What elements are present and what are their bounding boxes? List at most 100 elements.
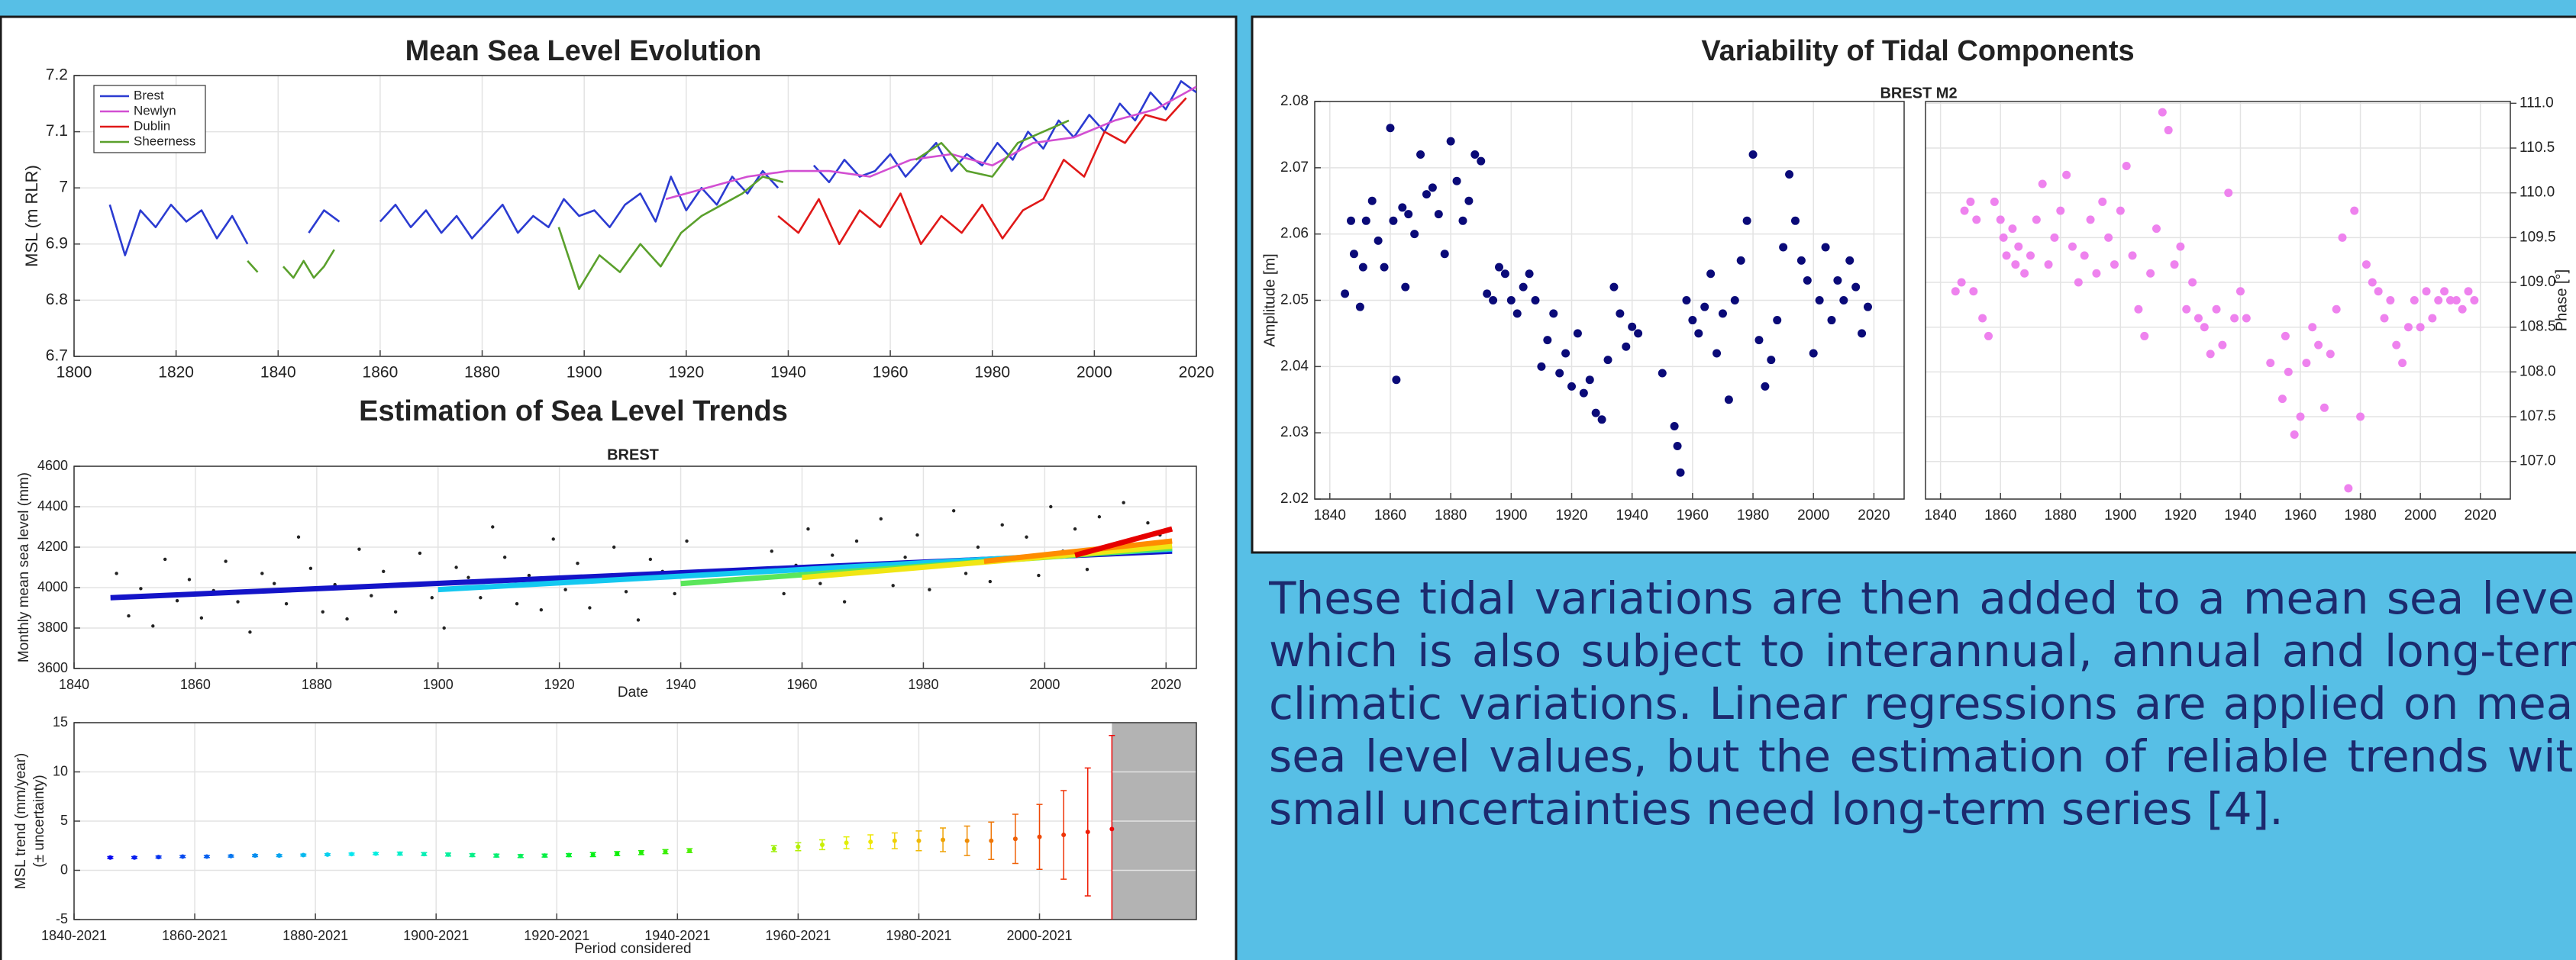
point (854, 539, 859, 543)
point (1567, 382, 1577, 391)
point (393, 610, 398, 614)
point (1347, 216, 1356, 225)
left-panel (0, 15, 1238, 960)
point (2464, 287, 2473, 296)
y-tick-label: -5 (56, 911, 68, 926)
point (1458, 216, 1467, 225)
chart-title: Estimation of Sea Level Trends (359, 395, 788, 427)
point (1573, 329, 1582, 338)
point (2020, 269, 2029, 278)
point (2080, 251, 2089, 260)
point (1833, 275, 1842, 285)
point (253, 853, 258, 859)
x-tick-label: 1960 (873, 364, 909, 382)
y-tick-label: 4400 (37, 498, 68, 514)
point (2158, 108, 2167, 117)
x-tick-label: 1900 (1495, 507, 1527, 523)
y-axis-label: MSL trend (mm/year) (13, 753, 29, 890)
y-tick-label: 3600 (37, 660, 68, 675)
x-tick-label: 1880 (464, 364, 500, 382)
point (612, 545, 616, 549)
point (1718, 309, 1727, 318)
point (1386, 124, 1395, 133)
point (2302, 359, 2311, 368)
x-tick-label: 1860-2021 (162, 928, 228, 943)
point (1972, 215, 1981, 224)
plot-frame (73, 75, 1197, 357)
chart-title: Variability of Tidal Components (1701, 35, 2134, 67)
point (818, 581, 822, 585)
point (518, 853, 523, 859)
point (796, 844, 801, 849)
point (2014, 242, 2023, 251)
point (771, 846, 776, 852)
point (2319, 403, 2329, 412)
point (1628, 322, 1637, 331)
y-tick-label: 2.05 (1280, 292, 1309, 308)
point (1374, 236, 1383, 245)
point (308, 566, 313, 571)
plot-layer (108, 80, 1196, 290)
point (2458, 304, 2467, 314)
point (842, 600, 847, 604)
x-tick-label: 1860 (1984, 507, 2016, 523)
point (2386, 296, 2395, 304)
point (248, 630, 252, 634)
point (2242, 314, 2251, 323)
y-axis-label: (± uncertainty) (31, 775, 47, 867)
point (976, 545, 980, 549)
point (2074, 278, 2083, 287)
point (2398, 359, 2407, 368)
point (2338, 233, 2347, 242)
point (1555, 369, 1564, 378)
point (180, 854, 186, 859)
point (806, 527, 810, 531)
point (1446, 137, 1455, 146)
series-line (777, 97, 1187, 246)
point (2104, 233, 2113, 242)
point (163, 557, 167, 562)
y-tick-label: 2.04 (1280, 358, 1309, 374)
point (2110, 260, 2119, 269)
point (321, 610, 324, 614)
plot-layer (1341, 124, 1872, 477)
point (2086, 215, 2095, 224)
point (2356, 412, 2365, 421)
x-tick-label: 1940 (770, 364, 806, 382)
point (2296, 412, 2305, 421)
legend-label: Brest (134, 88, 164, 102)
point (1341, 289, 1350, 298)
point (175, 599, 179, 603)
x-tick-label: 1940-2021 (644, 928, 710, 943)
point (382, 569, 386, 573)
y-tick-label: 6.9 (46, 234, 68, 252)
point (1355, 302, 1364, 311)
point (1392, 375, 1401, 385)
y-axis-label: Phase [°] (2553, 269, 2570, 331)
x-tick-label: 2020 (2465, 507, 2497, 523)
x-tick-label: 1960-2021 (765, 928, 831, 943)
series-line (108, 80, 1196, 256)
y-tick-label: 111.0 (2520, 95, 2554, 111)
y-tick-label: 109.0 (2520, 274, 2556, 290)
point (1951, 287, 1960, 296)
chart-subtitle: BREST (607, 446, 659, 463)
y-tick-label: 108.0 (2520, 363, 2556, 379)
point (1422, 190, 1431, 199)
point (1061, 833, 1067, 838)
point (1537, 362, 1546, 371)
point (502, 556, 507, 559)
point (1700, 302, 1709, 311)
paragraph: These tidal variations are then added to… (1269, 572, 2576, 835)
point (2332, 304, 2341, 314)
point (1969, 287, 1978, 296)
point (648, 557, 653, 562)
point (1978, 314, 1987, 323)
point (868, 839, 873, 845)
point (1085, 830, 1090, 835)
point (370, 594, 373, 598)
point (1500, 269, 1509, 279)
x-tick-label: 1920-2021 (524, 928, 589, 943)
point (590, 852, 596, 857)
